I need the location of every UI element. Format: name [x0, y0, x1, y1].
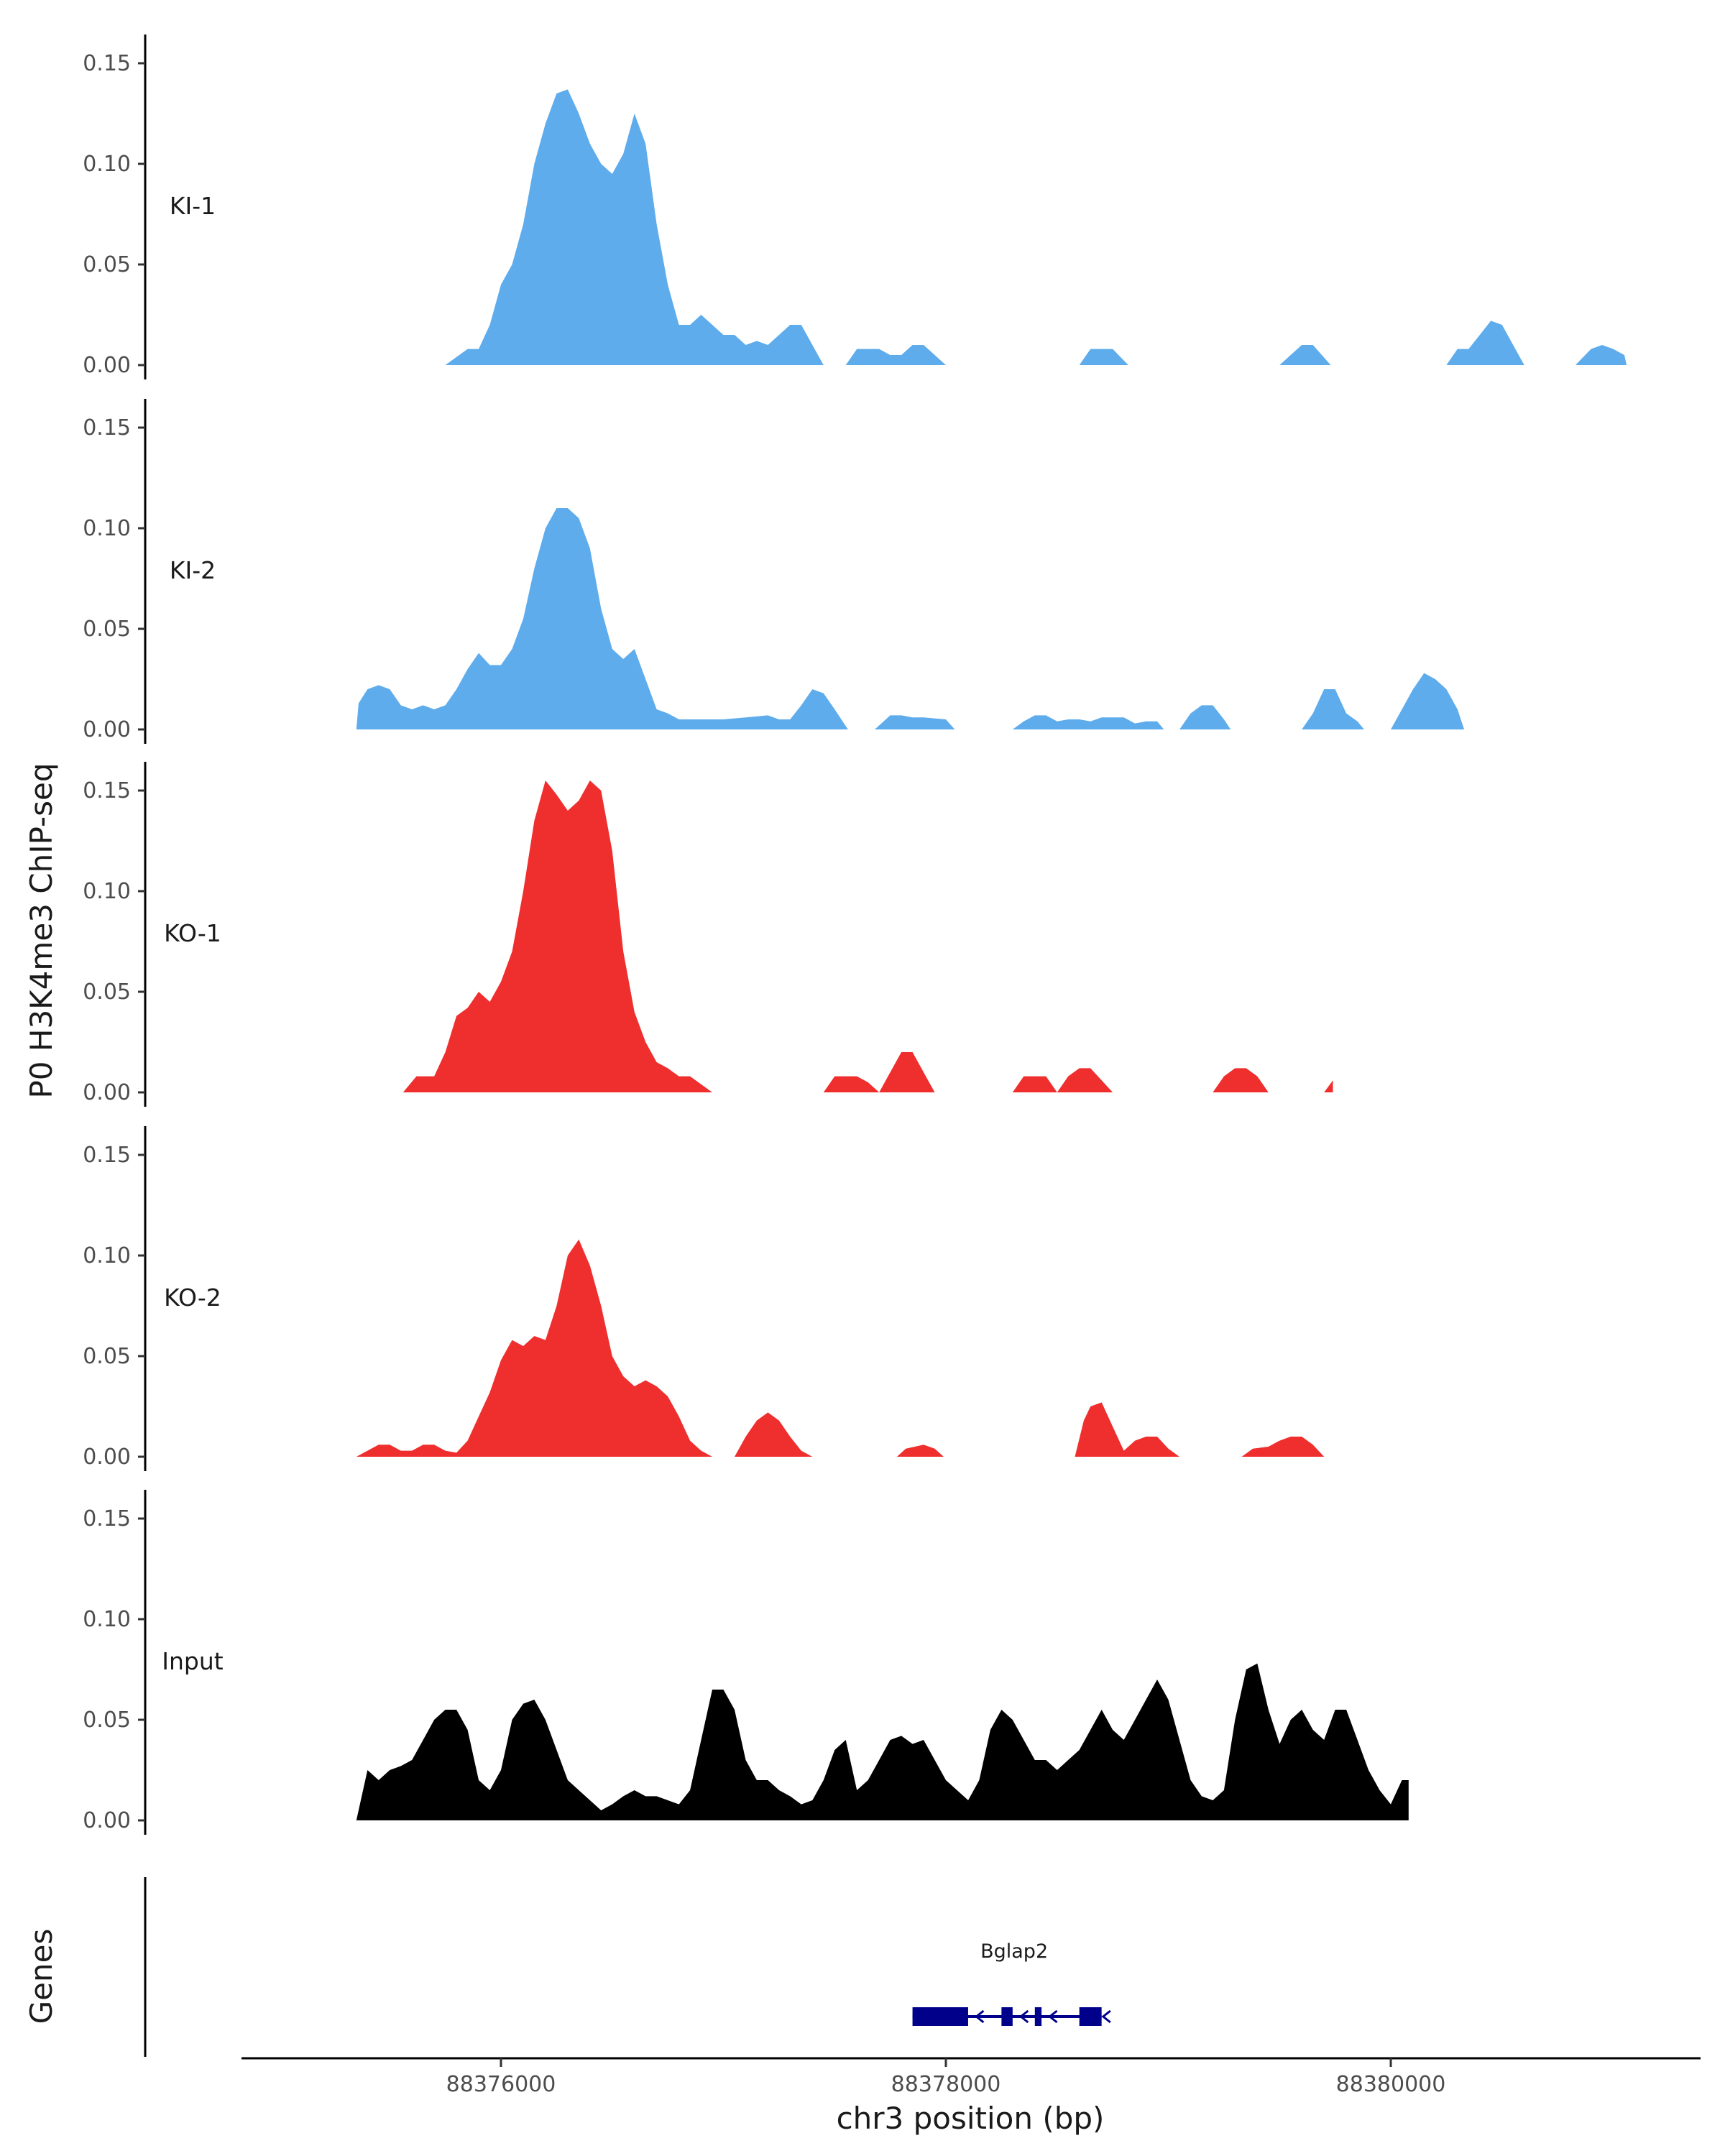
y-axis-title: P0 H3K4me3 ChIP-seq — [24, 763, 59, 1098]
y-tick-label: 0.10 — [83, 516, 131, 541]
area-segment — [845, 345, 946, 365]
y-tick-label: 0.00 — [83, 353, 131, 378]
gene-strand-arrow — [1048, 2009, 1058, 2024]
area-segment — [445, 89, 824, 366]
area-segment — [356, 1239, 712, 1457]
track-label: KI-2 — [170, 556, 216, 584]
area-segment — [1012, 1076, 1057, 1092]
track-panel-ko-1: 0.00 0.05 0.10 0.15 KO-1 — [83, 762, 1333, 1107]
y-tick-label: 0.00 — [83, 1445, 131, 1470]
area-segment — [823, 1052, 935, 1092]
track-label: KO-2 — [164, 1284, 221, 1312]
area-segment — [1302, 689, 1364, 729]
y-tick-label: 0.05 — [83, 980, 131, 1005]
y-tick-label: 0.00 — [83, 1808, 131, 1833]
x-tick-label: 88376000 — [446, 2072, 556, 2097]
y-tick-label: 0.10 — [83, 152, 131, 177]
genes-axis-title: Genes — [24, 1929, 59, 2024]
x-axis: 88376000 88378000 88380000 — [242, 2057, 1701, 2097]
y-tick-label: 0.05 — [83, 1708, 131, 1733]
area-segment — [356, 1663, 1409, 1820]
genes-track: Bglap2 — [144, 1877, 1111, 2057]
track-panel-ki-2: 0.00 0.05 0.10 0.15 KI-2 — [83, 399, 1465, 744]
area-segment — [356, 508, 848, 729]
y-tick-label: 0.10 — [83, 879, 131, 904]
y-tick-label: 0.15 — [83, 51, 131, 76]
track-label: KO-1 — [164, 919, 221, 947]
track-label: Input — [162, 1647, 224, 1675]
track-panel-input: 0.00 0.05 0.10 0.15 Input — [83, 1490, 1409, 1835]
gene-exon — [912, 2007, 968, 2026]
y-tick-label: 0.15 — [83, 415, 131, 441]
area-segment — [1324, 1080, 1333, 1092]
gene-strand-arrow — [975, 2009, 985, 2024]
y-tick-label: 0.10 — [83, 1607, 131, 1632]
y-tick-label: 0.15 — [83, 778, 131, 803]
y-tick-label: 0.05 — [83, 1344, 131, 1369]
gene-exon — [1001, 2007, 1013, 2026]
y-tick-label: 0.15 — [83, 1143, 131, 1168]
gene-strand-arrow — [1018, 2009, 1029, 2024]
area-segment — [1012, 715, 1164, 729]
y-tick-label: 0.00 — [83, 1080, 131, 1105]
area-segment — [402, 780, 712, 1092]
x-tick-label: 88380000 — [1336, 2072, 1446, 2097]
gene-exon — [1079, 2007, 1102, 2026]
gene-strand-arrow — [1101, 2009, 1111, 2024]
y-tick-label: 0.15 — [83, 1506, 131, 1531]
area-segment — [1575, 345, 1627, 365]
area-segment — [735, 1412, 813, 1457]
track-panel-ko-2: 0.00 0.05 0.10 0.15 KO-2 — [83, 1126, 1325, 1471]
area-segment — [1279, 345, 1331, 365]
track-panel-ki-1: 0.00 0.05 0.10 0.15 KI-1 — [83, 34, 1627, 379]
y-tick-label: 0.05 — [83, 617, 131, 642]
y-tick-label: 0.00 — [83, 717, 131, 742]
track-panels: 0.00 0.05 0.10 0.15 KI-1 0.00 0.05 0.10 0.15 KI-2… — [83, 34, 1627, 1835]
x-tick-label: 88378000 — [891, 2072, 1001, 2097]
area-segment — [1391, 673, 1465, 729]
area-segment — [1213, 1068, 1269, 1092]
area-segment — [896, 1445, 944, 1457]
area-segment — [875, 715, 955, 729]
y-tick-label: 0.05 — [83, 252, 131, 277]
area-segment — [1446, 321, 1524, 365]
track-label: KI-1 — [170, 192, 216, 220]
gene-name-label: Bglap2 — [980, 1940, 1048, 1963]
area-segment — [1057, 1068, 1113, 1092]
x-axis-title: chr3 position (bp) — [837, 2101, 1105, 2136]
area-segment — [1179, 705, 1231, 729]
area-segment — [1075, 1402, 1179, 1457]
area-segment — [1241, 1437, 1325, 1457]
y-tick-label: 0.10 — [83, 1243, 131, 1268]
area-segment — [1079, 349, 1128, 365]
gene-exon — [1034, 2007, 1042, 2026]
